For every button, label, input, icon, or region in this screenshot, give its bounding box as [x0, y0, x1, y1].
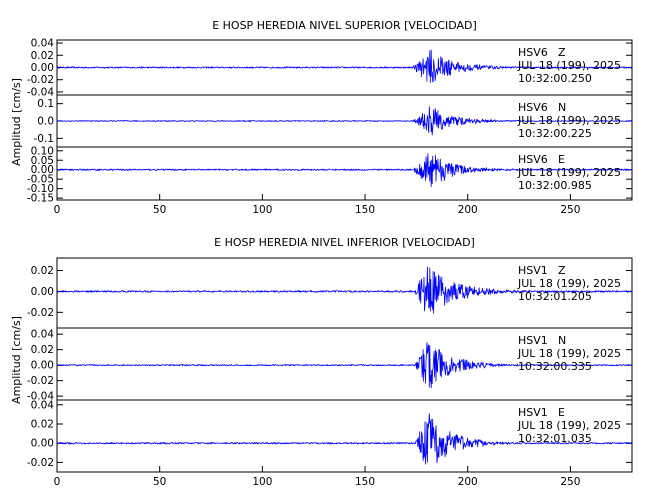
x-tick-label: 50 — [153, 476, 166, 488]
component-label: N — [558, 101, 566, 114]
y-tick-label: 0.1 — [37, 98, 54, 110]
y-tick-label: 0.00 — [31, 438, 54, 450]
component-label: Z — [558, 46, 566, 59]
y-tick-label: -0.1 — [34, 133, 55, 145]
y-axis-label: Amplitud [cm/s] — [10, 316, 23, 404]
y-tick-label: 0.00 — [31, 360, 54, 372]
component-label: E — [558, 153, 565, 166]
component-label: E — [558, 406, 565, 419]
y-tick-label: 0.00 — [31, 286, 54, 298]
record-date: JUL 18 (199), 2025 — [517, 59, 621, 72]
seismogram-trace — [57, 413, 633, 465]
station-code: HSV1 — [518, 264, 548, 277]
station-code: HSV6 — [518, 101, 548, 114]
component-label: N — [558, 334, 566, 347]
seismogram-trace — [56, 266, 633, 314]
y-tick-label: 0.04 — [31, 38, 55, 50]
record-date: JUL 18 (199), 2025 — [517, 419, 621, 432]
y-tick-label: -0.04 — [27, 86, 54, 98]
x-tick-label: 200 — [458, 476, 478, 488]
y-tick-label: 0.05 — [31, 155, 54, 167]
y-tick-label: -0.02 — [27, 375, 54, 387]
record-time: 10:32:01.205 — [518, 290, 592, 303]
station-code: HSV1 — [518, 406, 548, 419]
y-tick-label: -0.10 — [27, 183, 54, 195]
x-tick-label: 100 — [252, 476, 272, 488]
seismogram-trace — [56, 153, 633, 188]
y-tick-label: -0.05 — [27, 174, 54, 186]
record-date: JUL 18 (199), 2025 — [517, 347, 621, 360]
component-label: Z — [558, 264, 566, 277]
y-tick-label: -0.04 — [27, 391, 54, 403]
x-tick-label: 250 — [560, 204, 580, 216]
x-tick-label: 0 — [54, 204, 61, 216]
x-tick-label: 150 — [355, 204, 375, 216]
y-tick-label: 0.02 — [31, 50, 54, 62]
y-tick-label: 0.0 — [37, 116, 54, 128]
chart-title: E HOSP HEREDIA NIVEL INFERIOR [VELOCIDAD… — [214, 236, 475, 249]
y-tick-label: 0.04 — [31, 399, 55, 411]
record-date: JUL 18 (199), 2025 — [517, 277, 621, 290]
station-code: HSV6 — [518, 46, 548, 59]
seismogram-trace — [56, 106, 633, 136]
chart-title: E HOSP HEREDIA NIVEL SUPERIOR [VELOCIDAD… — [212, 19, 477, 32]
record-time: 10:32:00.985 — [518, 179, 592, 192]
y-tick-label: -0.02 — [27, 307, 54, 319]
record-time: 10:32:00.250 — [518, 72, 592, 85]
y-tick-label: 0.00 — [31, 164, 54, 176]
x-tick-label: 150 — [355, 476, 375, 488]
y-tick-label: 0.04 — [31, 329, 55, 341]
x-tick-label: 0 — [54, 476, 61, 488]
y-tick-label: -0.02 — [27, 457, 54, 469]
record-time: 10:32:00.335 — [518, 360, 592, 373]
y-axis-label: Amplitud [cm/s] — [10, 78, 23, 166]
trace-panel-frame — [56, 146, 633, 201]
x-tick-label: 200 — [458, 204, 478, 216]
seismogram-trace — [56, 49, 633, 83]
x-tick-label: 50 — [153, 204, 166, 216]
trace-panel-frame — [56, 399, 633, 473]
y-tick-label: 0.02 — [31, 344, 54, 356]
record-date: JUL 18 (199), 2025 — [517, 166, 621, 179]
x-tick-label: 100 — [252, 204, 272, 216]
y-tick-label: -0.15 — [27, 193, 54, 205]
y-tick-label: 0.00 — [31, 62, 54, 74]
record-time: 10:32:01.035 — [518, 432, 592, 445]
y-tick-label: 0.02 — [31, 419, 54, 431]
y-tick-label: 0.02 — [31, 265, 54, 277]
station-code: HSV1 — [518, 334, 548, 347]
station-code: HSV6 — [518, 153, 548, 166]
y-tick-label: 0.10 — [31, 145, 54, 157]
record-time: 10:32:00.225 — [518, 127, 592, 140]
seismogram-trace — [56, 342, 633, 389]
x-tick-label: 250 — [560, 476, 580, 488]
record-date: JUL 18 (199), 2025 — [517, 114, 621, 127]
y-tick-label: -0.02 — [27, 74, 54, 86]
